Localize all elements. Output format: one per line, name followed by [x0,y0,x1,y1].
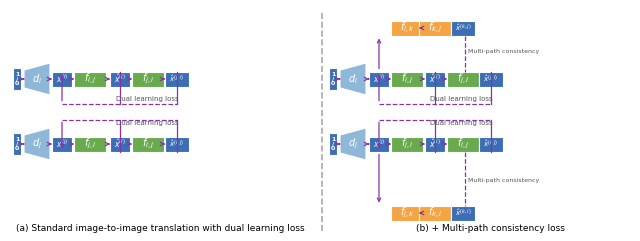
FancyBboxPatch shape [369,72,389,87]
FancyBboxPatch shape [451,20,475,35]
Text: $f_{i,j}$: $f_{i,j}$ [457,137,469,151]
Text: $\hat{x}^{(i)}$: $\hat{x}^{(i)}$ [114,138,126,150]
Text: $\hat{x}^{(i,j)}$: $\hat{x}^{(i,j)}$ [170,138,184,150]
Text: $f_{i,k}$: $f_{i,k}$ [399,20,415,36]
Text: $\hat{x}^{(j)}$: $\hat{x}^{(j)}$ [114,73,126,85]
Text: $d_i$: $d_i$ [348,72,358,86]
FancyBboxPatch shape [110,136,130,152]
Text: $f_{j,k}$: $f_{j,k}$ [399,206,415,220]
Text: (a) Standard image-to-image translation with dual learning loss: (a) Standard image-to-image translation … [16,224,304,233]
Text: Multi-path consistency: Multi-path consistency [468,178,540,183]
Text: Multi-path consistency: Multi-path consistency [468,49,540,54]
FancyBboxPatch shape [74,72,106,87]
Text: $f_{i,j}$: $f_{i,j}$ [401,72,413,86]
FancyBboxPatch shape [425,72,445,87]
Text: Dual learning loss: Dual learning loss [430,96,493,102]
FancyBboxPatch shape [419,206,451,221]
Text: $x^{(i)}$: $x^{(i)}$ [373,73,385,85]
Polygon shape [24,128,50,160]
Text: 1
/
0: 1 / 0 [331,72,335,86]
FancyBboxPatch shape [165,136,189,152]
Text: $x^{(i)}$: $x^{(i)}$ [56,73,68,85]
FancyBboxPatch shape [391,72,423,87]
Text: $f_{j,i}$: $f_{j,i}$ [84,137,97,151]
Text: Dual learning loss: Dual learning loss [430,120,493,127]
FancyBboxPatch shape [329,133,337,155]
FancyBboxPatch shape [52,136,72,152]
FancyBboxPatch shape [425,136,445,152]
FancyBboxPatch shape [74,136,106,152]
Text: Dual learning loss: Dual learning loss [116,120,179,127]
Text: $\hat{x}^{(j,i)}$: $\hat{x}^{(j,i)}$ [170,73,184,85]
FancyBboxPatch shape [451,206,475,221]
Text: Dual learning loss: Dual learning loss [116,96,179,102]
Text: $f_{j,i}$: $f_{j,i}$ [457,72,469,86]
Text: $d_i$: $d_i$ [32,72,42,86]
Text: $x^{(j)}$: $x^{(j)}$ [56,138,68,150]
Text: $f_{j,i}$: $f_{j,i}$ [141,72,154,86]
FancyBboxPatch shape [329,68,337,90]
Text: $f_{j,i}$: $f_{j,i}$ [401,137,413,151]
FancyBboxPatch shape [419,20,451,35]
Text: $f_{k,i}$: $f_{k,i}$ [428,205,442,221]
Text: $\hat{x}^{(i)}$: $\hat{x}^{(i)}$ [429,138,441,150]
FancyBboxPatch shape [391,20,423,35]
Text: 1
/
0: 1 / 0 [15,137,19,151]
FancyBboxPatch shape [369,136,389,152]
Text: $x^{(j)}$: $x^{(j)}$ [373,138,385,150]
FancyBboxPatch shape [132,72,164,87]
Text: $d_j$: $d_j$ [32,137,42,151]
FancyBboxPatch shape [132,136,164,152]
Text: $\hat{x}^{(j,i)}$: $\hat{x}^{(j,i)}$ [483,73,499,85]
Text: $\hat{x}^{(i,j)}$: $\hat{x}^{(i,j)}$ [483,138,499,150]
FancyBboxPatch shape [13,68,21,90]
Polygon shape [24,63,50,95]
Text: $\hat{x}^{(j)}$: $\hat{x}^{(j)}$ [429,73,441,85]
FancyBboxPatch shape [447,136,479,152]
Text: 1
/
0: 1 / 0 [15,72,19,86]
Text: $f_{k,j}$: $f_{k,j}$ [428,21,442,35]
FancyBboxPatch shape [165,72,189,87]
FancyBboxPatch shape [52,72,72,87]
Polygon shape [340,128,366,160]
FancyBboxPatch shape [391,136,423,152]
Text: $f_{i,j}$: $f_{i,j}$ [84,72,97,86]
FancyBboxPatch shape [447,72,479,87]
Text: $\hat{x}^{(k,j)}$: $\hat{x}^{(k,j)}$ [455,22,471,33]
Text: (b) + Multi-path consistency loss: (b) + Multi-path consistency loss [415,224,564,233]
FancyBboxPatch shape [479,136,503,152]
FancyBboxPatch shape [479,72,503,87]
Text: $\hat{x}^{(k,i)}$: $\hat{x}^{(k,i)}$ [455,208,471,219]
Text: $d_j$: $d_j$ [348,137,358,151]
Text: 1
/
0: 1 / 0 [331,137,335,151]
Polygon shape [340,63,366,95]
FancyBboxPatch shape [391,206,423,221]
FancyBboxPatch shape [110,72,130,87]
Text: $f_{i,j}$: $f_{i,j}$ [141,137,154,151]
FancyBboxPatch shape [13,133,21,155]
